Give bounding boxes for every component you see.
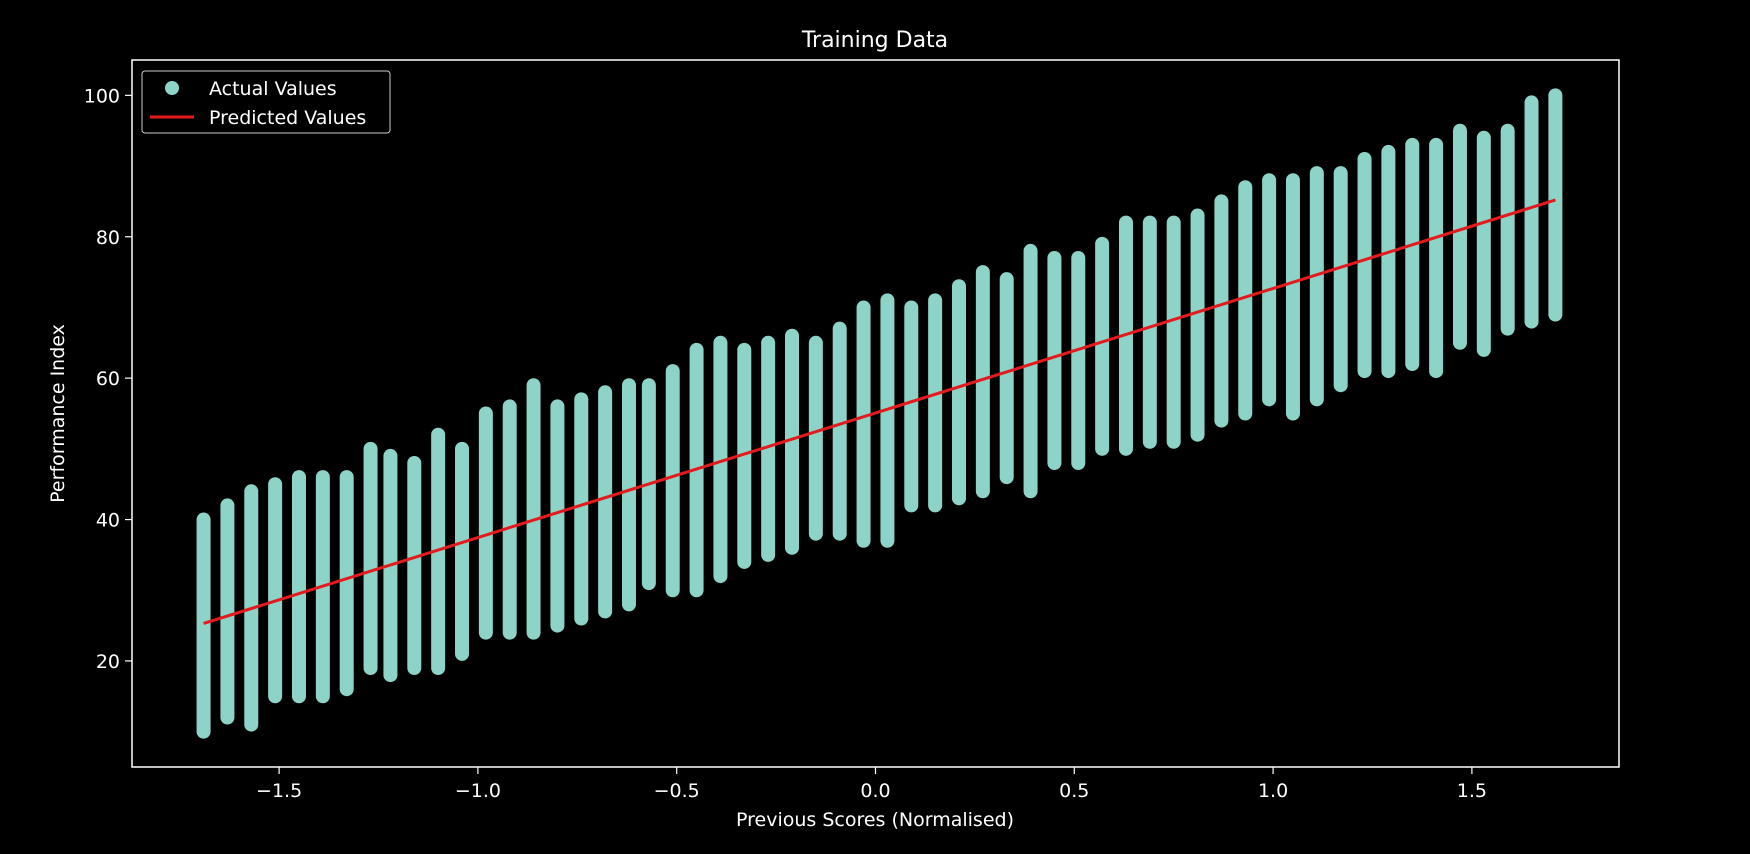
chart-title: Training Data: [801, 28, 948, 53]
x-tick-label: 1.5: [1457, 780, 1487, 802]
x-axis-label: Previous Scores (Normalised): [736, 809, 1014, 831]
x-tick-label: 1.0: [1258, 780, 1288, 802]
plot-area: [196, 88, 1563, 739]
legend: Actual Values Predicted Values: [141, 70, 391, 134]
x-tick-label: 0.0: [860, 780, 890, 802]
y-axis: 20 40 60 80 100: [84, 85, 132, 673]
legend-label-predicted-values: Predicted Values: [209, 107, 366, 129]
x-tick-label: 0.5: [1059, 780, 1089, 802]
x-tick-label: −1.0: [455, 780, 501, 802]
legend-box: [141, 70, 391, 134]
y-axis-label: Performance Index: [47, 324, 69, 503]
x-tick-label: −0.5: [654, 780, 700, 802]
legend-marker-actual-values: [165, 81, 179, 95]
legend-label-actual-values: Actual Values: [209, 78, 337, 100]
y-tick-label: 60: [96, 368, 120, 390]
y-tick-label: 100: [84, 85, 120, 107]
x-tick-label: −1.5: [256, 780, 302, 802]
x-axis: −1.5 −1.0 −0.5 0.0 0.5 1.0 1.5: [256, 767, 1487, 802]
predicted-values-line: [203, 198, 1556, 625]
y-tick-label: 40: [96, 510, 120, 532]
y-tick-label: 20: [96, 651, 120, 673]
y-tick-label: 80: [96, 227, 120, 249]
